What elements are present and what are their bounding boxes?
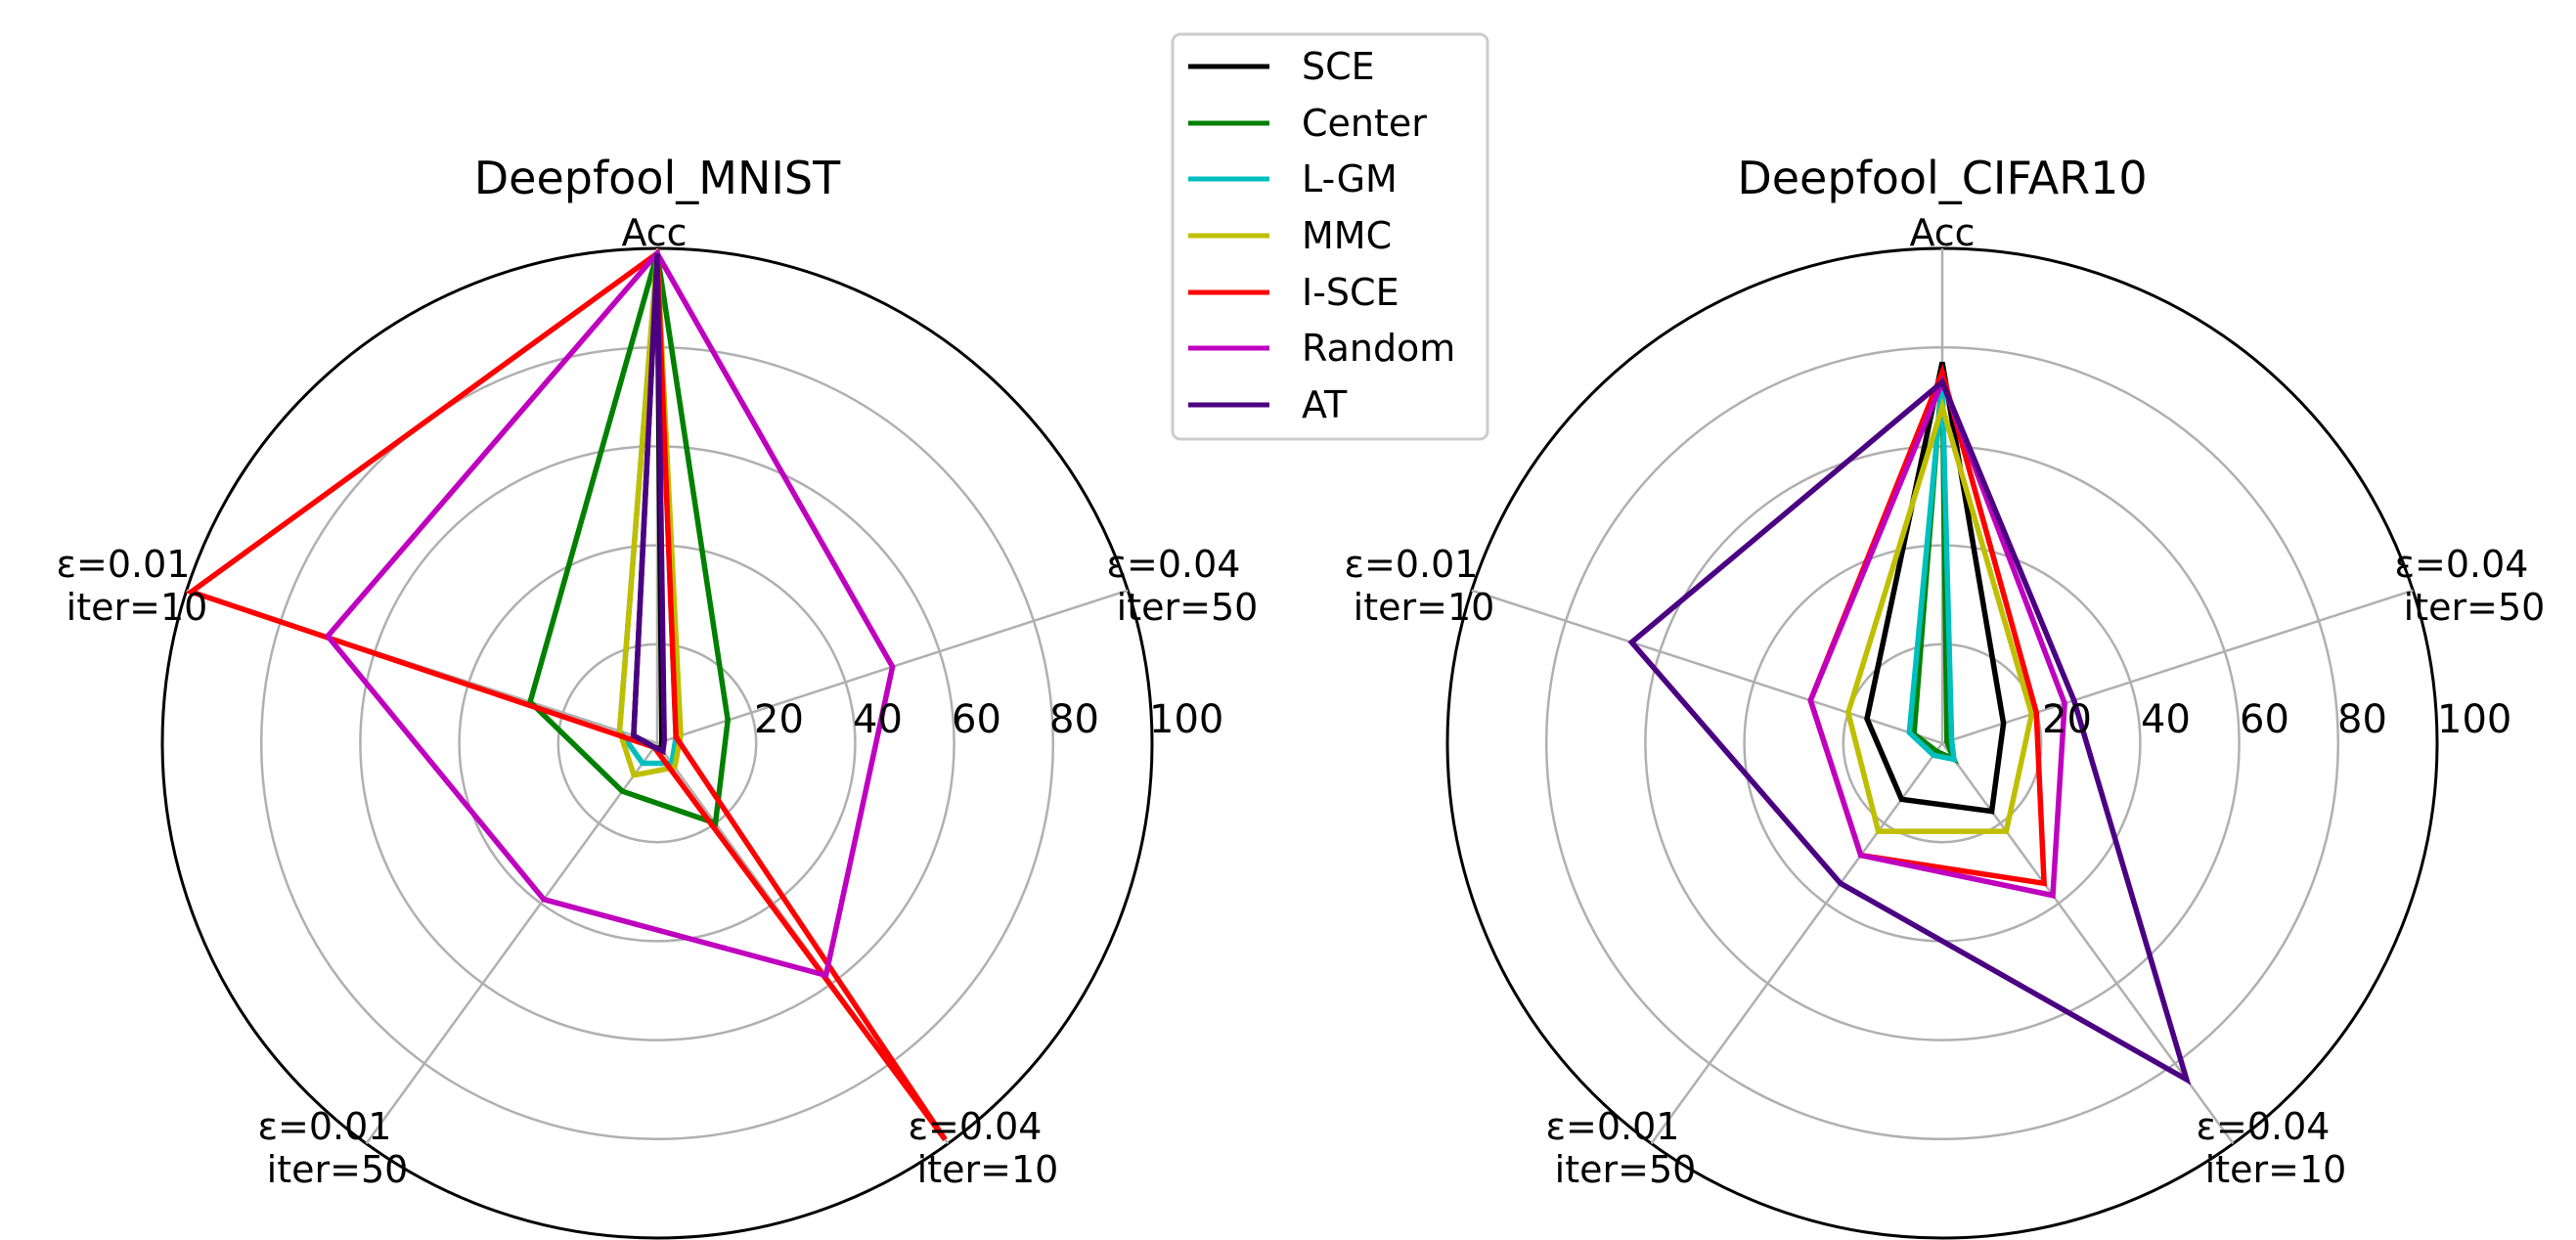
axis-label-line: ε=0.04: [2196, 1105, 2330, 1148]
series-lines: [185, 247, 948, 1141]
axis-spoke: [1941, 589, 2414, 745]
r-tick-label: 20: [2042, 697, 2092, 742]
axis-spoke: [1650, 742, 1944, 1145]
radial-ticks: 20 40 60 80 100: [2042, 697, 2511, 742]
radar-chart-mnist: Deepfool_MNIST 20 40 60 80 100 Acc ε=0.0…: [56, 152, 1258, 1240]
r-tick-label: 20: [754, 697, 804, 742]
axis-label-line: iter=10: [2205, 1148, 2347, 1191]
axis-label-line: ε=0.01: [56, 543, 190, 586]
axis-label-eps001-iter50: ε=0.01 iter=50: [1545, 1105, 1696, 1191]
radar-chart-cifar10: Deepfool_CIFAR10 20 40 60 80 100 Acc ε=0…: [1344, 152, 2545, 1240]
legend: SCE Center L-GM MMC I-SCE Random AT: [1171, 32, 1489, 441]
axis-label-eps001-iter10: ε=0.01 iter=10: [1344, 543, 1494, 629]
axis-label-eps004-iter10: ε=0.04 iter=10: [2196, 1105, 2346, 1191]
legend-label: Random: [1302, 327, 1455, 370]
r-tick-label: 40: [2141, 697, 2191, 742]
series-line-l-gm: [1906, 381, 1958, 763]
series-line-i-sce: [185, 247, 948, 1141]
legend-label: MMC: [1302, 214, 1392, 257]
axis-label-line: iter=10: [67, 586, 208, 629]
axis-labels: Acc ε=0.04 iter=50 ε=0.04 iter=10 ε=0.01…: [56, 211, 1258, 1191]
series-line-sce: [1864, 361, 2007, 815]
axis-label-line: iter=50: [2404, 586, 2546, 629]
series-line-mmc: [1844, 397, 2035, 834]
axis-label-line: ε=0.04: [2394, 543, 2528, 586]
legend-entry-random: Random: [1188, 327, 1455, 370]
axis-spoke: [365, 742, 659, 1145]
legend-entry-at: AT: [1188, 383, 1348, 426]
axis-label-acc: Acc: [621, 211, 687, 254]
series-line-random: [1807, 375, 2067, 899]
series-line-at: [1627, 377, 2192, 1085]
axis-label-eps001-iter50: ε=0.01 iter=50: [257, 1105, 408, 1191]
series-line-random: [324, 248, 896, 979]
axis-label-line: iter=50: [1117, 586, 1259, 629]
series-line-mmc: [616, 252, 684, 778]
legend-entry-mmc: MMC: [1188, 214, 1392, 257]
r-tick-label: 100: [2437, 697, 2511, 742]
axis-labels: Acc ε=0.04 iter=50 ε=0.04 iter=10 ε=0.01…: [1344, 211, 2545, 1191]
axis-label-line: ε=0.01: [1344, 543, 1478, 586]
axis-label-line: ε=0.01: [257, 1105, 391, 1148]
legend-entry-center: Center: [1188, 102, 1427, 145]
axis-label-line: iter=50: [267, 1148, 409, 1191]
r-tick-label: 40: [853, 697, 903, 742]
axis-label-eps004-iter50: ε=0.04 iter=50: [1106, 543, 1258, 629]
axis-label-line: iter=10: [917, 1148, 1059, 1191]
r-tick-label: 60: [952, 697, 1001, 742]
axis-spoke: [1471, 589, 1943, 745]
r-tick-label: 60: [2240, 697, 2289, 742]
legend-label: L-GM: [1302, 157, 1398, 200]
axis-label-line: iter=10: [1354, 586, 1495, 629]
series-line-at: [631, 252, 667, 756]
r-tick-label: 80: [1049, 697, 1099, 742]
legend-label: Center: [1302, 102, 1427, 145]
axis-label-line: ε=0.01: [1545, 1105, 1679, 1148]
legend-box: [1171, 32, 1489, 441]
legend-label: AT: [1302, 383, 1348, 426]
legend-label: I-SCE: [1302, 271, 1399, 314]
legend-entry-isce: I-SCE: [1188, 271, 1399, 314]
axis-label-line: iter=50: [1555, 1148, 1697, 1191]
axis-label-eps004-iter50: ε=0.04 iter=50: [2394, 543, 2545, 629]
axis-label-line: ε=0.04: [908, 1105, 1042, 1148]
chart-title: Deepfool_CIFAR10: [1737, 152, 2147, 204]
legend-entry-sce: SCE: [1188, 45, 1375, 88]
axis-label-acc: Acc: [1909, 211, 1975, 254]
series-lines: [1627, 361, 2192, 1085]
r-tick-label: 100: [1149, 697, 1223, 742]
axis-label-line: ε=0.04: [1106, 543, 1240, 586]
r-tick-label: 80: [2337, 697, 2387, 742]
legend-label: SCE: [1302, 45, 1375, 88]
chart-title: Deepfool_MNIST: [474, 152, 841, 204]
axis-label-eps001-iter10: ε=0.01 iter=10: [56, 543, 207, 629]
axis-label-eps004-iter10: ε=0.04 iter=10: [908, 1105, 1058, 1191]
radial-ticks: 20 40 60 80 100: [754, 697, 1223, 742]
legend-entry-lgm: L-GM: [1188, 157, 1398, 200]
series-line-center: [527, 252, 731, 827]
